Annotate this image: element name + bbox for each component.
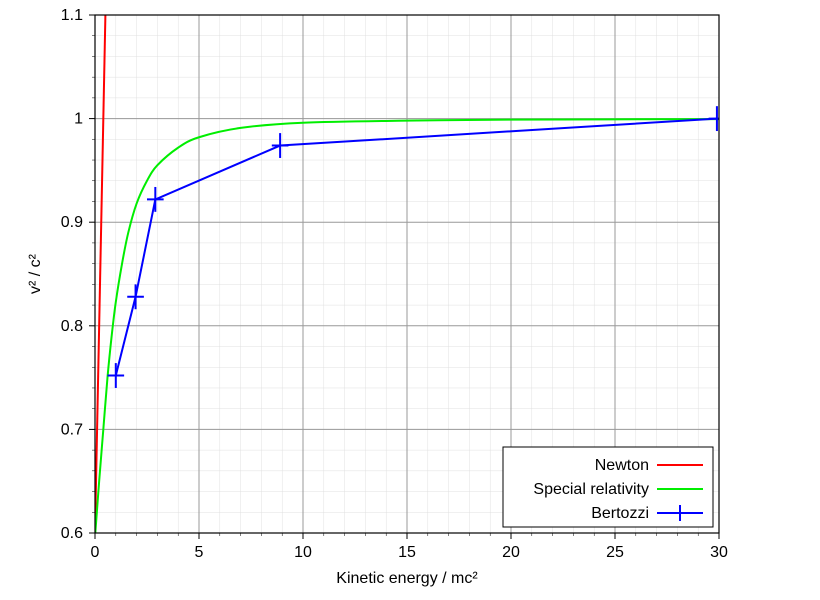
y-tick-label: 0.8 bbox=[61, 318, 83, 335]
x-tick-label: 15 bbox=[398, 544, 416, 561]
y-tick-label: 0.9 bbox=[61, 214, 83, 231]
x-tick-label: 25 bbox=[606, 544, 624, 561]
x-tick-label: 10 bbox=[294, 544, 312, 561]
y-tick-label: 0.6 bbox=[61, 525, 83, 542]
x-tick-label: 5 bbox=[195, 544, 204, 561]
y-tick-label: 1 bbox=[74, 111, 83, 128]
chart-svg: 0 5 10 15 20 25 30 0.6 0.7 0.8 0.9 1 1.1 Kinetic ene… bbox=[0, 0, 820, 600]
legend-label: Newton bbox=[595, 457, 649, 474]
x-tick-label: 0 bbox=[91, 544, 100, 561]
legend-label: Special relativity bbox=[533, 481, 649, 498]
x-tick-label: 20 bbox=[502, 544, 520, 561]
x-tick-label: 30 bbox=[710, 544, 728, 561]
y-tick-label: 1.1 bbox=[61, 7, 83, 24]
y-axis-label: v² / c² bbox=[27, 253, 44, 294]
legend-label: Bertozzi bbox=[591, 505, 649, 522]
chart-container: 0 5 10 15 20 25 30 0.6 0.7 0.8 0.9 1 1.1 Kinetic ene… bbox=[0, 0, 820, 600]
y-tick-label: 0.7 bbox=[61, 421, 83, 438]
legend: Newton Special relativity Bertozzi bbox=[503, 447, 713, 527]
x-axis-label: Kinetic energy / mc² bbox=[336, 570, 478, 587]
